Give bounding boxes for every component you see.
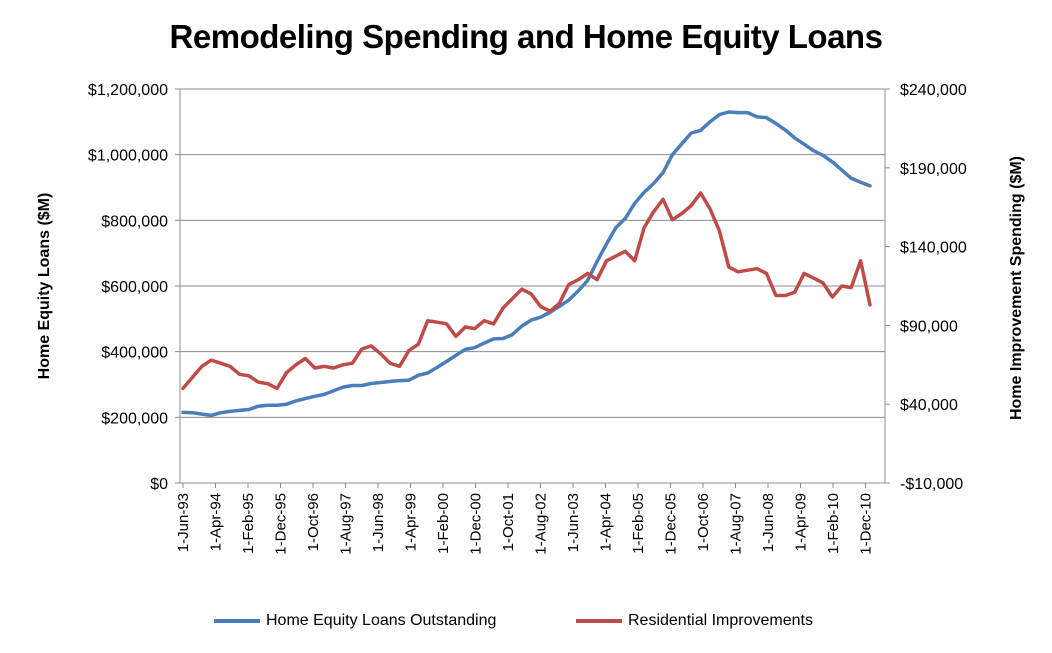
x-tick-label: 1-Dec-05 <box>663 493 680 555</box>
x-tick-label: 1-Aug-97 <box>338 493 355 555</box>
y-tick-label: $400,000 <box>101 345 168 362</box>
y-axis-title: Home Equity Loans ($M) <box>36 193 53 380</box>
x-tick-label: 1-Apr-94 <box>208 493 225 551</box>
legend-label-home-equity: Home Equity Loans Outstanding <box>266 612 497 629</box>
x-tick-label: 1-Apr-99 <box>403 493 420 551</box>
x-tick-label: 1-Oct-01 <box>500 493 517 551</box>
legend-label-residential-improvements: Residential Improvements <box>628 612 813 629</box>
x-tick-label: 1-Oct-06 <box>695 493 712 551</box>
x-tick-label: 1-Dec-10 <box>858 493 875 555</box>
x-tick-label: 1-Jun-03 <box>565 493 582 552</box>
chart-plot: $0 $200,000 $400,000 $600,000 $800,000 $1,000… <box>36 82 1025 555</box>
x-tick-label: 1-Jun-93 <box>175 493 192 552</box>
x-tick-label: 1-Jun-98 <box>370 493 387 552</box>
x-tick-label: 1-Apr-09 <box>793 493 810 551</box>
x-tick-label: 1-Feb-05 <box>630 493 647 554</box>
y-tick-label: $1,000,000 <box>88 148 168 165</box>
legend-item-home-equity: Home Equity Loans Outstanding <box>214 608 496 634</box>
y2-tick-label: $190,000 <box>900 161 967 178</box>
x-tick-label: 1-Feb-95 <box>240 493 257 554</box>
x-tick-label: 1-Jun-08 <box>760 493 777 552</box>
y2-tick-label: $140,000 <box>900 240 967 257</box>
x-tick-label: 1-Aug-02 <box>533 493 550 555</box>
y-tick-label: $600,000 <box>101 279 168 296</box>
x-tick-label: 1-Aug-07 <box>728 493 745 555</box>
x-tick-label: 1-Dec-00 <box>468 493 485 555</box>
y-tick-label: $0 <box>150 476 168 493</box>
x-tick-label: 1-Apr-04 <box>598 493 615 551</box>
x-tick-label: 1-Feb-00 <box>435 493 452 554</box>
series-line-home-equity <box>181 110 872 418</box>
series-line-residential-improvements <box>181 191 872 391</box>
x-tick-label: 1-Dec-95 <box>273 493 290 555</box>
chart-title: Remodeling Spending and Home Equity Loan… <box>169 18 883 55</box>
y2-tick-label: -$10,000 <box>900 476 963 493</box>
y2-tick-label: $240,000 <box>900 82 967 99</box>
x-tick-label: 1-Feb-10 <box>825 493 842 554</box>
y-tick-label: $1,200,000 <box>88 82 168 99</box>
y2-axis-title: Home Improvement Spending ($M) <box>1008 156 1025 420</box>
y-tick-label: $800,000 <box>101 213 168 230</box>
y2-tick-label: $90,000 <box>900 318 958 335</box>
y2-tick-label: $40,000 <box>900 397 958 414</box>
y-tick-label: $200,000 <box>101 410 168 427</box>
legend-swatch-residential-improvements <box>576 619 622 623</box>
legend-item-residential-improvements: Residential Improvements <box>576 608 813 634</box>
legend-swatch-home-equity <box>214 619 260 623</box>
legend: Home Equity Loans Outstanding Residentia… <box>0 608 1052 634</box>
x-tick-label: 1-Oct-96 <box>305 493 322 551</box>
